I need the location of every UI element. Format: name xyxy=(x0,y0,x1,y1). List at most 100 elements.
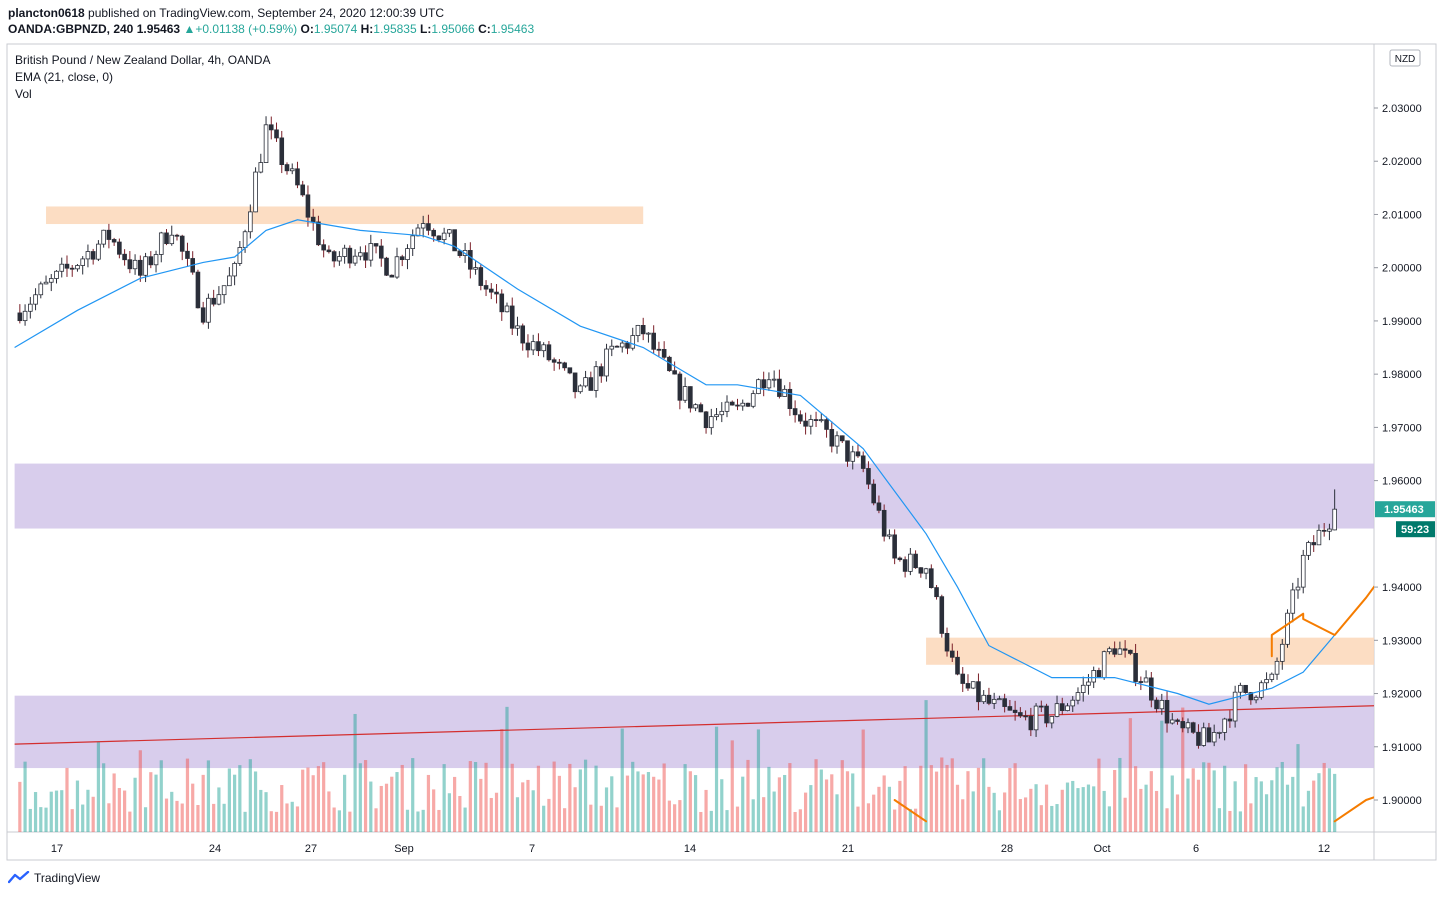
candle-body xyxy=(28,303,33,312)
candle xyxy=(929,564,934,589)
volume-bar xyxy=(233,774,237,832)
candle-body xyxy=(1169,719,1175,724)
volume-bar xyxy=(521,782,525,832)
candle-body xyxy=(321,244,326,251)
candle-body xyxy=(295,168,300,186)
candle xyxy=(876,495,882,514)
candle-body xyxy=(227,275,232,287)
candle-body xyxy=(447,229,452,234)
volume-bar xyxy=(620,728,624,832)
volume-bar xyxy=(18,781,22,832)
candle xyxy=(1327,523,1332,541)
candle-body xyxy=(468,250,473,270)
volume-bar xyxy=(955,784,960,832)
volume-bar xyxy=(536,765,541,832)
last-price-badge xyxy=(1375,501,1435,518)
candle xyxy=(819,413,824,423)
price-tick-label: 2.00000 xyxy=(1382,263,1422,275)
volume-bar xyxy=(316,766,321,832)
candle-body xyxy=(1274,660,1280,675)
candle-body xyxy=(1080,684,1086,693)
candle xyxy=(866,461,871,490)
volume-bar xyxy=(714,726,719,832)
volume-bar xyxy=(1181,707,1185,832)
candle xyxy=(38,281,44,299)
footer-brand[interactable]: TradingView xyxy=(8,871,100,885)
candle xyxy=(1279,639,1285,670)
candle xyxy=(1018,707,1023,718)
candle-body xyxy=(75,265,80,270)
volume-bar xyxy=(1233,781,1237,832)
candle xyxy=(965,674,971,691)
candle-body xyxy=(363,252,368,261)
candle-body xyxy=(1023,715,1028,718)
candle xyxy=(892,529,897,565)
candle-body xyxy=(1154,699,1159,710)
legend-vol[interactable]: Vol xyxy=(15,87,32,101)
price-tick-label: 1.97000 xyxy=(1382,422,1422,434)
candle-body xyxy=(111,239,117,243)
zone-orange-0[interactable] xyxy=(46,206,644,225)
zone-purple-1[interactable] xyxy=(14,463,1374,529)
projection-curve-2[interactable] xyxy=(1333,789,1398,823)
candle xyxy=(1133,643,1138,687)
legend-ema[interactable]: EMA (21, close, 0) xyxy=(15,70,114,84)
volume-bar xyxy=(49,791,53,832)
candle-body xyxy=(756,379,761,395)
volume-bar xyxy=(1008,768,1012,832)
volume-bar xyxy=(1029,788,1033,832)
candle xyxy=(541,342,546,358)
candle-body xyxy=(955,656,960,675)
currency-badge[interactable]: NZD xyxy=(1389,49,1421,67)
volume-bar xyxy=(1202,762,1206,832)
chart-frame xyxy=(6,43,1437,861)
candle xyxy=(468,242,473,279)
volume-bar xyxy=(1003,792,1007,832)
candle xyxy=(274,122,279,142)
volume-bar xyxy=(1013,763,1017,832)
volume-bar xyxy=(840,760,844,832)
candle xyxy=(399,254,405,267)
projection-curve-0[interactable] xyxy=(1270,531,1429,658)
volume-bar xyxy=(615,807,619,832)
candle-body xyxy=(855,451,861,457)
price-tick-label: 1.99000 xyxy=(1382,316,1422,328)
candle-body xyxy=(284,164,290,172)
candle-body xyxy=(358,252,363,257)
volume-bar xyxy=(295,806,300,832)
projection-curve-1[interactable] xyxy=(893,799,928,823)
candle xyxy=(787,382,793,416)
volume-bar xyxy=(699,811,703,832)
volume-bar xyxy=(1306,790,1311,832)
trend-line[interactable] xyxy=(14,688,1443,745)
plot-area[interactable] xyxy=(14,116,1443,832)
candle-body xyxy=(195,271,201,309)
candle xyxy=(656,341,662,357)
volume-bar xyxy=(217,787,221,832)
candle xyxy=(871,479,876,506)
candle xyxy=(976,673,981,711)
candle-body xyxy=(630,335,636,349)
candle-body xyxy=(22,310,28,322)
volume-bar xyxy=(599,805,603,832)
legend-title[interactable]: British Pound / New Zealand Dollar, 4h, … xyxy=(15,53,271,67)
candle xyxy=(756,378,761,395)
candle-body xyxy=(54,270,59,279)
candle-body xyxy=(337,256,342,262)
candle xyxy=(1065,703,1070,712)
zone-orange-2[interactable] xyxy=(926,637,1374,665)
ema-line[interactable] xyxy=(14,219,1336,705)
candle xyxy=(164,229,169,246)
volume-bar xyxy=(1223,765,1227,832)
zone-purple-3[interactable] xyxy=(14,695,1374,769)
candle xyxy=(316,215,321,247)
candle xyxy=(1217,731,1222,739)
candle-body xyxy=(1222,718,1227,733)
candle-body xyxy=(651,332,656,350)
candle-body xyxy=(48,278,54,283)
candle xyxy=(918,567,924,578)
volume-bar xyxy=(646,772,651,832)
candle-body xyxy=(1091,670,1096,683)
candle-body xyxy=(918,567,924,574)
